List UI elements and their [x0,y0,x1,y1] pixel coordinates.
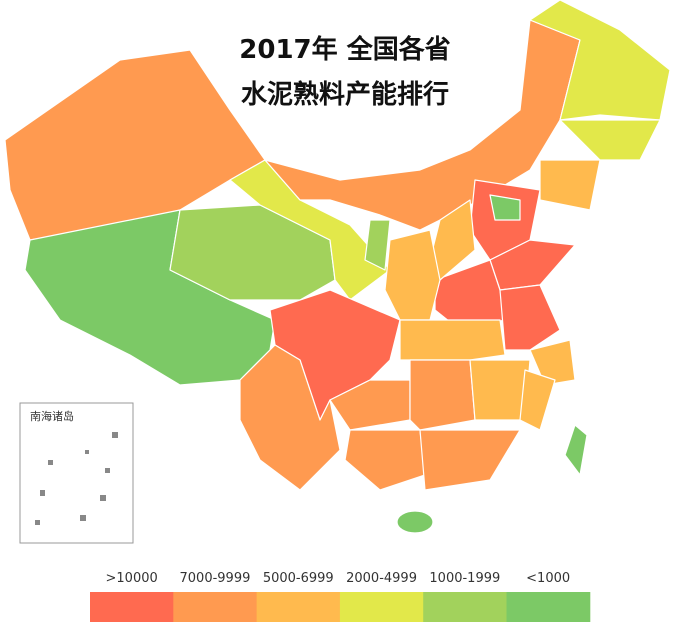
legend-label: 5000-6999 [263,571,334,586]
legend-label: >10000 [106,571,158,586]
province [499,284,561,351]
subtitle: 水泥熟料产能排行 [241,79,449,110]
province [564,424,588,476]
legend-swatch [90,592,174,622]
province [344,429,426,491]
legend-label: 1000-1999 [429,571,500,586]
province [559,119,661,161]
legend-swatch [256,592,341,622]
inset-islands [35,432,118,525]
province [409,359,476,431]
provinces [4,0,671,534]
legend-swatch [339,592,424,622]
inset-label: 南海诸岛 [30,409,74,423]
province [364,219,391,271]
legend-label: <1000 [526,571,570,586]
province [384,229,441,321]
legend-swatch [506,592,591,622]
province [419,429,521,491]
inset-frame [19,402,134,544]
province [489,194,521,221]
legend: >10000 7000-9999 5000-6999 2000-4999 1000-19… [90,571,591,622]
province [519,369,556,431]
legend-swatch [173,592,258,622]
province [529,339,576,386]
legend-label: 2000-4999 [346,571,417,586]
province [396,510,434,534]
province [399,319,506,361]
title: 2017年 全国各省 [239,34,450,65]
legend-label: 7000-9999 [180,571,251,586]
province [239,344,341,491]
province [539,159,601,211]
legend-swatch [423,592,507,622]
